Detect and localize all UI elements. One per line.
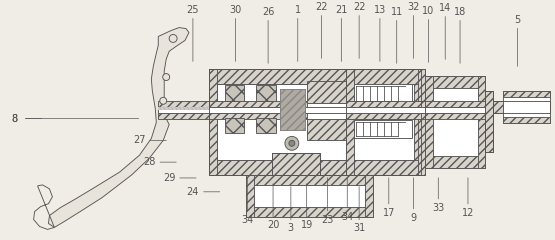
Bar (426, 156, 485, 168)
Bar (246, 207, 373, 216)
Text: 3: 3 (288, 223, 294, 234)
Text: 8: 8 (12, 114, 18, 124)
Bar (346, 101, 426, 107)
Bar (246, 175, 254, 216)
Bar (158, 101, 210, 107)
Text: 21: 21 (335, 5, 347, 15)
Text: 10: 10 (422, 6, 435, 16)
Text: 24: 24 (186, 187, 199, 197)
Text: 23: 23 (321, 215, 334, 224)
Bar (413, 69, 421, 175)
Text: 30: 30 (229, 5, 241, 15)
Text: 11: 11 (391, 7, 403, 17)
Circle shape (169, 35, 177, 42)
Bar (426, 101, 485, 107)
Text: 31: 31 (353, 223, 365, 234)
Circle shape (160, 97, 166, 104)
Bar (209, 113, 421, 119)
Text: 14: 14 (439, 3, 451, 13)
Text: 18: 18 (454, 7, 466, 17)
Bar (158, 107, 210, 113)
Bar (426, 76, 433, 168)
Bar (209, 69, 421, 84)
Bar (307, 119, 346, 140)
Text: 33: 33 (432, 203, 445, 213)
Bar (426, 76, 485, 88)
Bar (256, 85, 276, 101)
Bar (493, 101, 550, 113)
Text: 13: 13 (374, 5, 386, 15)
Text: 34: 34 (241, 215, 254, 224)
Circle shape (285, 136, 299, 150)
Bar (485, 91, 493, 152)
Bar (346, 69, 354, 175)
Bar (216, 84, 413, 160)
Text: 8: 8 (12, 114, 18, 124)
Bar (209, 69, 421, 175)
Text: 29: 29 (163, 173, 175, 183)
Bar (426, 107, 485, 113)
Bar (346, 107, 426, 113)
Bar (354, 120, 412, 138)
Bar (225, 118, 244, 133)
Bar (307, 81, 346, 103)
Text: 26: 26 (262, 7, 274, 17)
Circle shape (289, 140, 295, 146)
Bar (346, 160, 426, 175)
Bar (272, 153, 320, 175)
Bar (417, 69, 426, 175)
Bar (209, 69, 216, 175)
Text: 9: 9 (411, 213, 417, 222)
Bar (256, 118, 276, 133)
Bar (246, 175, 373, 216)
Bar (503, 117, 550, 123)
Bar (346, 69, 426, 84)
Bar (493, 101, 550, 113)
Bar (485, 91, 493, 152)
Bar (354, 84, 412, 103)
Bar (307, 103, 346, 119)
Bar (346, 113, 426, 119)
Text: 19: 19 (301, 221, 313, 230)
Bar (209, 101, 421, 107)
Text: 34: 34 (341, 211, 354, 222)
Bar (272, 153, 320, 175)
Bar (209, 160, 421, 175)
Bar (158, 113, 210, 119)
Polygon shape (48, 28, 189, 228)
Text: 32: 32 (407, 2, 420, 12)
Text: 1: 1 (295, 5, 301, 15)
Text: 27: 27 (133, 135, 146, 145)
Bar (280, 89, 305, 131)
Bar (158, 107, 210, 110)
Text: 22: 22 (353, 2, 365, 12)
Text: 25: 25 (186, 5, 199, 15)
Bar (209, 107, 421, 113)
Text: 20: 20 (267, 221, 279, 230)
Bar (365, 175, 373, 216)
Bar (246, 175, 373, 185)
Text: 12: 12 (462, 208, 474, 218)
Bar (346, 69, 426, 175)
Bar (280, 89, 305, 131)
Bar (478, 76, 485, 168)
Text: 28: 28 (143, 157, 155, 167)
Text: 5: 5 (514, 15, 521, 25)
Text: 22: 22 (315, 2, 328, 12)
Circle shape (163, 74, 170, 80)
Bar (225, 85, 244, 101)
Bar (503, 91, 550, 97)
Bar (503, 91, 550, 123)
Bar (426, 113, 485, 119)
Text: 17: 17 (382, 208, 395, 218)
Bar (426, 76, 485, 168)
